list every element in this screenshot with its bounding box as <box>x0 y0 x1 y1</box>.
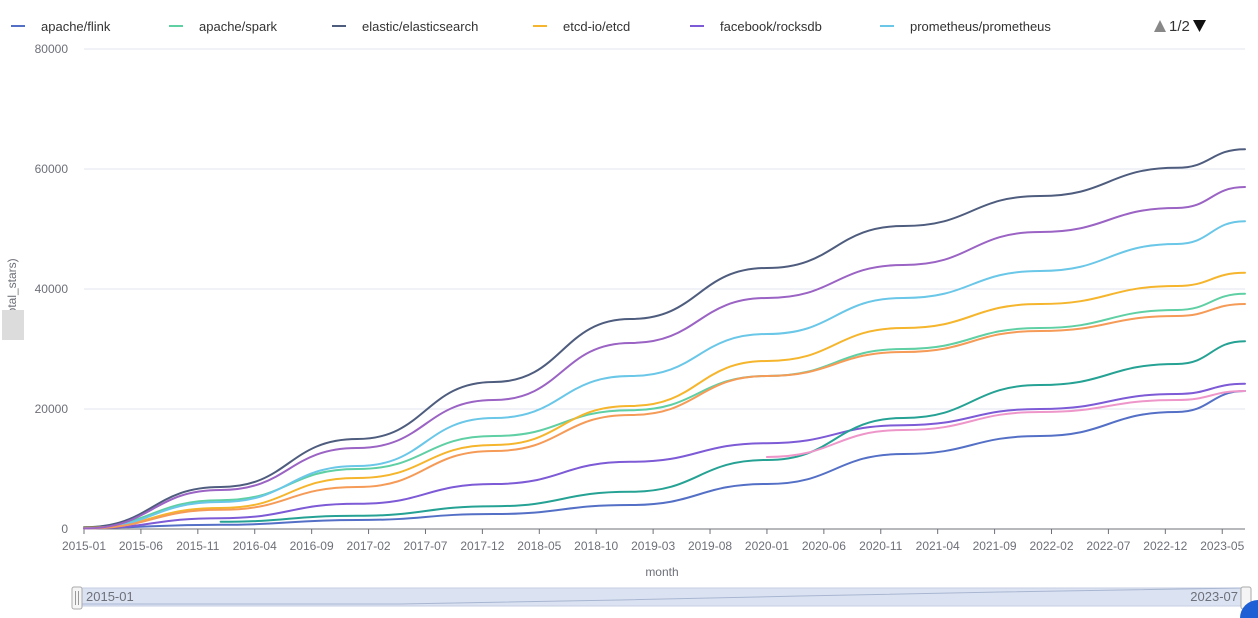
x-tick-label: 2018-05 <box>517 539 561 553</box>
y-tick-label: 40000 <box>35 282 69 296</box>
series-line-8[interactable] <box>219 340 1246 523</box>
series-line-4[interactable] <box>83 382 1246 530</box>
legend-next-page-icon[interactable] <box>1193 20 1206 32</box>
x-tick-label: 2022-12 <box>1143 539 1187 553</box>
x-tick-label: 2017-12 <box>460 539 504 553</box>
y-tick-label: 20000 <box>35 402 69 416</box>
slider-data-shadow <box>78 587 1244 605</box>
series-line-5[interactable] <box>83 220 1246 530</box>
legend-item[interactable]: apache/flink <box>11 19 111 34</box>
x-axis-title: month <box>645 565 678 579</box>
x-tick-label: 2021-04 <box>916 539 960 553</box>
legend-item[interactable]: etcd-io/etcd <box>533 19 630 34</box>
y-tick-label: 60000 <box>35 162 69 176</box>
slider-left-grip-icon <box>75 591 79 605</box>
x-tick-label: 2016-04 <box>233 539 277 553</box>
legend-label: facebook/rocksdb <box>720 19 822 34</box>
series-lines[interactable] <box>83 148 1246 530</box>
y-axis-title: (total_stars) <box>5 258 19 321</box>
slider-end-label: 2023-07 <box>1190 589 1238 604</box>
x-tick-label: 2022-02 <box>1029 539 1073 553</box>
x-tick-label: 2019-08 <box>688 539 732 553</box>
legend-label: prometheus/prometheus <box>910 19 1051 34</box>
legend-prev-page-icon[interactable] <box>1154 20 1166 32</box>
legend[interactable]: apache/flink apache/spark elastic/elastics… <box>11 19 1051 34</box>
y-tick-label: 80000 <box>35 42 69 56</box>
legend-item[interactable]: prometheus/prometheus <box>880 19 1051 34</box>
series-line-3[interactable] <box>83 271 1246 529</box>
x-tick-label: 2017-02 <box>347 539 391 553</box>
series-line-9[interactable] <box>765 390 1246 458</box>
series-line-6[interactable] <box>83 303 1246 530</box>
assistant-badge-icon[interactable] <box>1240 600 1258 618</box>
x-tick-label: 2020-11 <box>859 539 902 553</box>
slider-start-label: 2015-01 <box>86 589 134 604</box>
legend-label: etcd-io/etcd <box>563 19 630 34</box>
legend-label: elastic/elasticsearch <box>362 19 478 34</box>
x-tick-label: 2023-05 <box>1200 539 1244 553</box>
x-tick-label: 2022-07 <box>1086 539 1130 553</box>
legend-label: apache/flink <box>41 19 111 34</box>
datazoom-slider[interactable]: 2015-01 2023-07 <box>71 586 1252 610</box>
x-tick-label: 2015-01 <box>62 539 106 553</box>
x-tick-label: 2020-01 <box>745 539 789 553</box>
series-line-7[interactable] <box>83 186 1246 530</box>
x-tick-label: 2016-09 <box>290 539 334 553</box>
legend-label: apache/spark <box>199 19 278 34</box>
x-tick-label: 2020-06 <box>802 539 846 553</box>
axes: 0 20000 40000 60000 80000 2015-01 2015-06 2015-… <box>35 42 1245 553</box>
y-tick-label: 0 <box>61 522 68 536</box>
x-tick-label: 2019-03 <box>631 539 675 553</box>
legend-page-indicator: 1/2 <box>1169 18 1190 35</box>
x-tick-label: 2017-07 <box>403 539 447 553</box>
series-line-0[interactable] <box>83 390 1246 529</box>
slider-left-handle[interactable] <box>71 586 83 610</box>
x-tick-label: 2015-11 <box>176 539 219 553</box>
legend-item[interactable]: elastic/elasticsearch <box>332 19 478 34</box>
y-axis-range-handle[interactable] <box>2 310 24 340</box>
x-tick-label: 2018-10 <box>574 539 618 553</box>
x-tick-label: 2015-06 <box>119 539 163 553</box>
legend-pager: 1/2 <box>1154 18 1206 35</box>
legend-item[interactable]: apache/spark <box>169 19 278 34</box>
x-tick-label: 2021-09 <box>973 539 1017 553</box>
series-line-2[interactable] <box>83 148 1246 529</box>
legend-item[interactable]: facebook/rocksdb <box>690 19 822 34</box>
